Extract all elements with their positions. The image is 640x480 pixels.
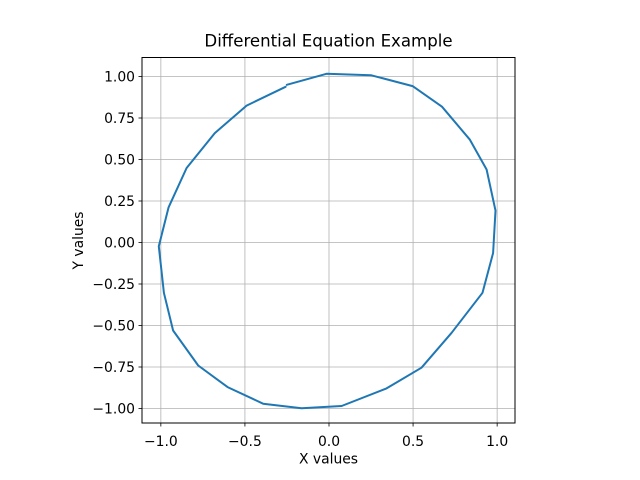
y-tick-label: 0.50 (104, 152, 135, 168)
chart-title: Differential Equation Example (204, 31, 452, 50)
x-tick-label: 1.0 (486, 434, 508, 450)
series-line-solution-trajectory (157, 72, 497, 410)
axis-ticks (138, 76, 498, 427)
grid (142, 57, 515, 423)
tick-labels: −1.0 −0.5 0.0 0.5 1.0 −1.00 −0.75 −0.50 −0.25 0.0… (92, 69, 508, 450)
y-tick-label: 0.00 (104, 235, 135, 251)
y-tick-label: 0.75 (104, 111, 135, 127)
y-tick-label: −0.75 (92, 360, 135, 376)
x-tick-label: 0.0 (318, 434, 340, 450)
y-tick-label: −0.50 (92, 318, 135, 334)
x-tick-label: −1.0 (144, 434, 178, 450)
x-tick-label: −0.5 (228, 434, 262, 450)
y-tick-label: 1.00 (104, 69, 135, 85)
y-tick-label: −0.25 (92, 277, 135, 293)
y-tick-label: −1.00 (92, 401, 135, 417)
series-group (157, 72, 497, 410)
x-tick-label: 0.5 (402, 434, 424, 450)
axes-border (141, 57, 516, 424)
y-tick-label: 0.25 (104, 194, 135, 210)
y-axis-label: Y values (71, 211, 87, 270)
x-axis-label: X values (299, 452, 358, 468)
